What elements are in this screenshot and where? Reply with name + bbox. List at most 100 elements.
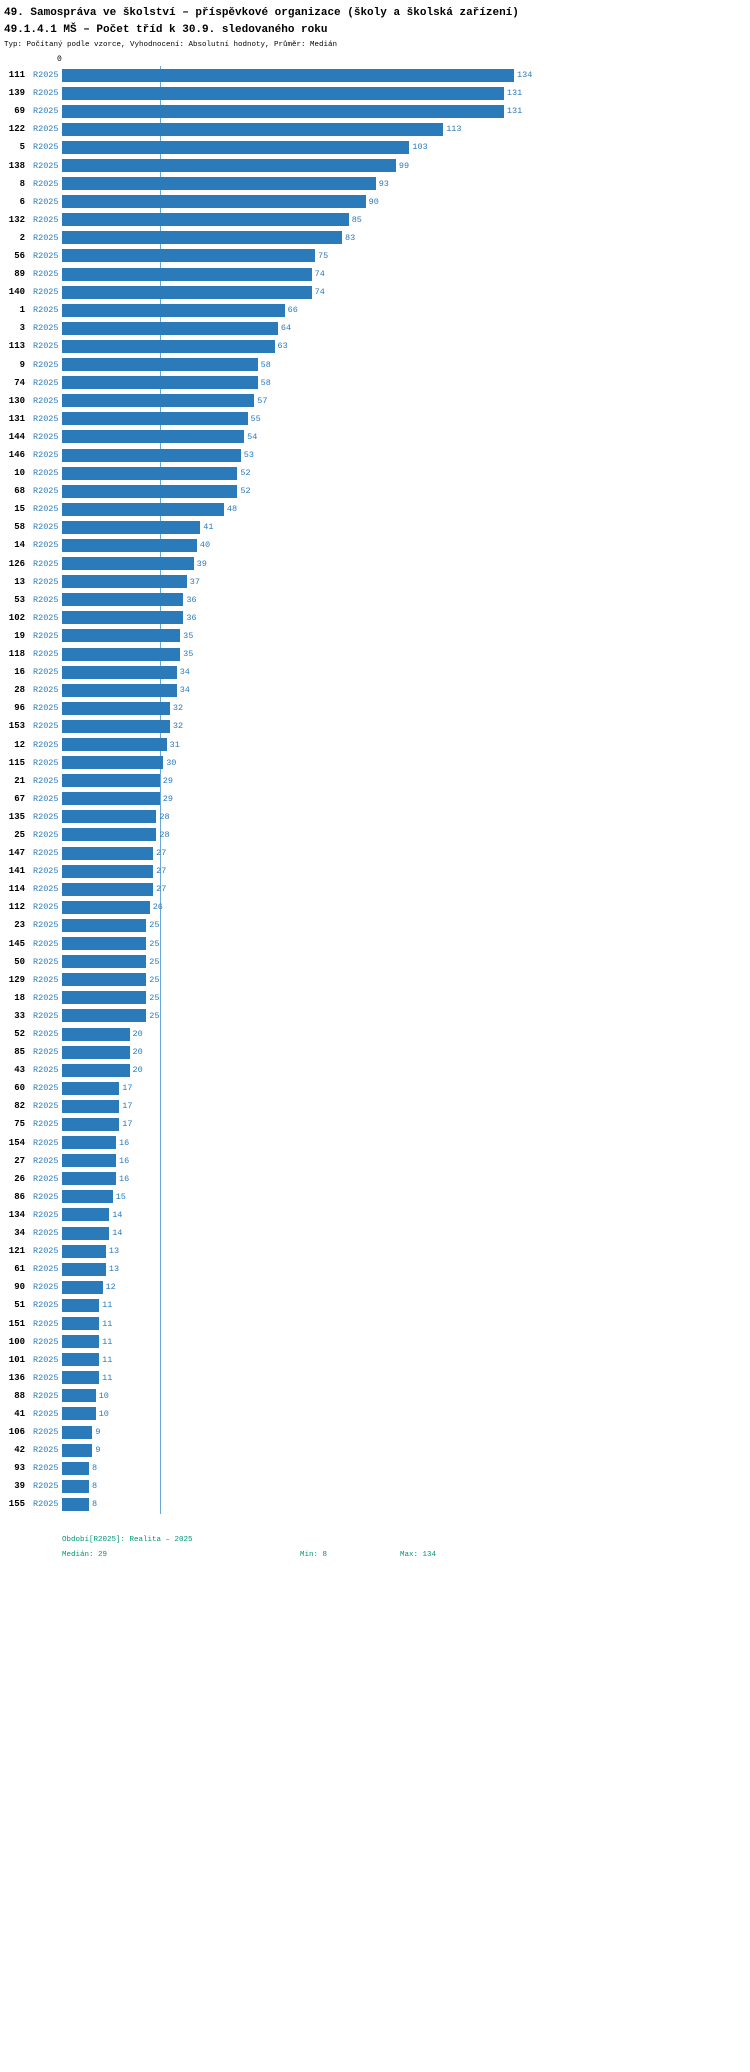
bar [62,502,224,516]
row-bar-wrap: 36 [62,593,740,607]
row-org-id: 1 [19,305,25,316]
row-org-id: 60 [14,1083,25,1094]
bar [62,303,285,317]
row-bar-wrap: 103 [62,140,740,154]
bar-value-label: 25 [149,956,160,967]
bar [62,1461,89,1475]
chart-row: 115 R2025 30 [0,754,740,772]
bar [62,213,349,227]
chart-row: 25 R2025 28 [0,826,740,844]
chart-meta-line: Typ: Počítaný podle vzorce, Vyhodnocení:… [4,41,338,49]
row-period-label: R2025 [33,413,59,424]
row-bar-wrap: 32 [62,701,740,715]
row-bar-wrap: 25 [62,955,740,969]
row-bar-wrap: 17 [62,1081,740,1095]
row-org-id: 101 [8,1354,25,1365]
row-period-label: R2025 [33,630,59,641]
bar [62,846,154,860]
bar-value-label: 11 [102,1336,113,1347]
bar [62,1045,130,1059]
chart-row: 132 R2025 85 [0,211,740,229]
row-org-id: 51 [14,1300,25,1311]
row-org-id: 2 [19,232,25,243]
bar-value-label: 25 [149,974,160,985]
row-bar-wrap: 31 [62,738,740,752]
row-org-id: 131 [8,413,25,424]
bar [62,1298,100,1312]
row-org-id: 141 [8,866,25,877]
row-org-id: 69 [14,106,25,117]
bar [62,430,245,444]
chart-row: 151 R2025 11 [0,1314,740,1332]
chart-row: 129 R2025 25 [0,971,740,989]
row-period-label: R2025 [33,486,59,497]
bar-value-label: 83 [345,232,356,243]
chart-row: 61 R2025 13 [0,1260,740,1278]
bar-value-label: 52 [240,468,251,479]
row-org-id: 129 [8,974,25,985]
bar [62,195,366,209]
row-period-label: R2025 [33,884,59,895]
bar-value-label: 93 [378,178,389,189]
chart-row: 39 R2025 8 [0,1477,740,1495]
bar-value-label: 20 [132,1047,143,1058]
row-period-label: R2025 [33,920,59,931]
bar [62,665,177,679]
row-org-id: 19 [14,630,25,641]
row-period-label: R2025 [33,142,59,153]
row-bar-wrap: 40 [62,538,740,552]
chart-row: 75 R2025 17 [0,1115,740,1133]
row-org-id: 6 [19,196,25,207]
row-period-label: R2025 [33,1390,59,1401]
row-org-id: 100 [8,1336,25,1347]
chart-row: 135 R2025 28 [0,808,740,826]
row-bar-wrap: 14 [62,1208,740,1222]
bar [62,719,170,733]
row-period-label: R2025 [33,1499,59,1510]
chart-row: 121 R2025 13 [0,1242,740,1260]
row-bar-wrap: 83 [62,231,740,245]
bar [62,177,376,191]
chart-row: 111 R2025 134 [0,66,740,84]
row-org-id: 68 [14,486,25,497]
bar [62,1099,120,1113]
row-period-label: R2025 [33,196,59,207]
bar-value-label: 85 [351,214,362,225]
row-org-id: 145 [8,938,25,949]
row-bar-wrap: 39 [62,557,740,571]
row-period-label: R2025 [33,1354,59,1365]
row-bar-wrap: 10 [62,1407,740,1421]
row-period-label: R2025 [33,1101,59,1112]
row-bar-wrap: 11 [62,1298,740,1312]
bar-value-label: 28 [159,829,170,840]
footer-max-label: Max: 134 [400,1550,437,1559]
bar [62,86,504,100]
chart-row: 102 R2025 36 [0,609,740,627]
bar [62,1479,89,1493]
bar-value-label: 131 [506,106,523,117]
row-period-label: R2025 [33,739,59,750]
bar [62,701,170,715]
row-bar-wrap: 58 [62,358,740,372]
row-period-label: R2025 [33,1209,59,1220]
row-bar-wrap: 11 [62,1353,740,1367]
row-period-label: R2025 [33,1029,59,1040]
row-org-id: 74 [14,377,25,388]
bar [62,1443,93,1457]
bar-value-label: 16 [119,1155,130,1166]
bar [62,1407,96,1421]
chart-row: 118 R2025 35 [0,645,740,663]
row-bar-wrap: 25 [62,1009,740,1023]
row-org-id: 14 [14,540,25,551]
row-period-label: R2025 [33,793,59,804]
chart-row: 89 R2025 74 [0,265,740,283]
bar-value-label: 41 [203,522,214,533]
row-bar-wrap: 16 [62,1136,740,1150]
row-period-label: R2025 [33,667,59,678]
bar [62,900,150,914]
row-period-label: R2025 [33,775,59,786]
row-org-id: 89 [14,269,25,280]
row-bar-wrap: 37 [62,575,740,589]
bar [62,991,147,1005]
row-period-label: R2025 [33,1336,59,1347]
